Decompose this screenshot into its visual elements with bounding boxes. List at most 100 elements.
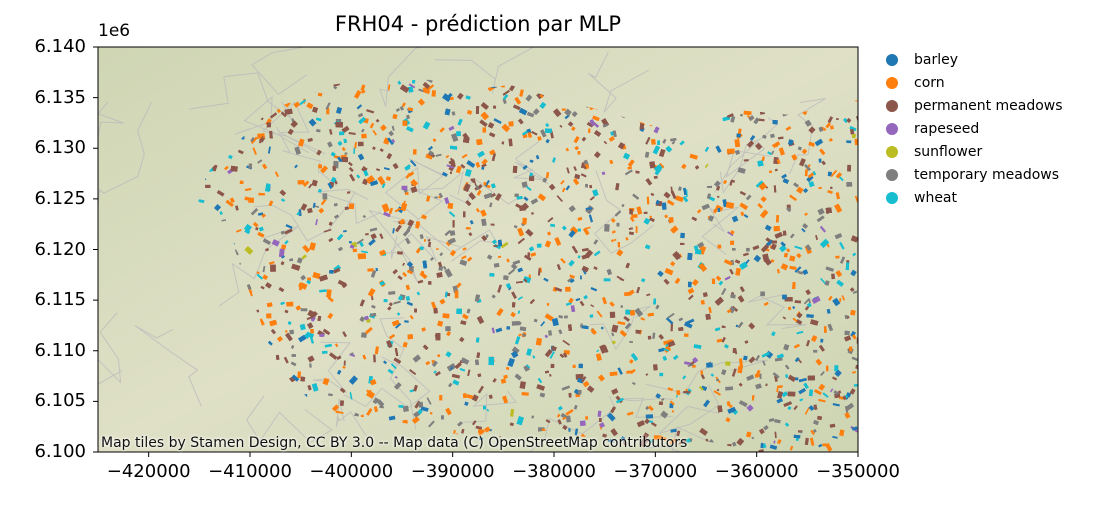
crop-parcel [391,125,395,131]
legend-item: corn [876,72,945,94]
crop-parcel [787,306,792,311]
crop-parcel [567,277,573,283]
crop-parcel [330,151,336,157]
crop-parcel [520,451,529,452]
legend-marker [886,169,898,181]
crop-parcel [489,202,493,208]
crop-parcel [397,251,403,255]
basemap-road [646,359,768,394]
crop-parcel [835,192,840,200]
crop-parcel [590,328,597,335]
crop-parcel [405,284,410,291]
crop-parcel [557,419,562,425]
crop-parcel [659,372,664,377]
crop-parcel [568,392,572,398]
crop-parcel [248,163,253,169]
crop-parcel [508,138,513,147]
crop-parcel [577,255,581,259]
crop-parcel [505,283,511,289]
crop-parcel [653,298,657,305]
crop-parcel [602,123,609,128]
crop-parcel [371,304,376,309]
crop-parcel [544,349,553,358]
crop-parcel [481,166,485,170]
crop-parcel [412,354,422,363]
crop-parcel [851,426,858,431]
crop-parcel [228,155,233,159]
crop-parcel [395,323,402,329]
crop-parcel [437,320,444,327]
crop-parcel [307,355,315,363]
crop-parcel [393,357,402,364]
crop-parcel [461,153,468,159]
y-tick-label: 6.110 [34,339,86,361]
crop-parcel [826,308,831,314]
y-ticks [93,46,98,453]
crop-parcel [284,309,289,314]
crop-parcel [450,171,452,174]
crop-parcel [642,432,649,440]
crop-parcel [600,326,604,330]
crop-parcel [544,334,549,339]
crop-parcel [514,96,522,105]
crop-parcel [849,125,857,132]
crop-parcel [379,405,384,409]
crop-parcel [644,151,650,158]
crop-parcel [635,226,638,233]
crop-parcel [592,189,599,197]
crop-parcel [396,312,401,316]
crop-parcel [444,291,448,298]
crop-parcel [353,147,356,154]
y-tick-label: 6.135 [34,86,86,108]
crop-parcel [256,273,263,280]
crop-parcel [645,406,650,411]
crop-parcel [445,351,452,358]
crop-parcel [851,133,856,139]
crop-parcel [554,237,562,246]
crop-parcel [308,118,317,127]
crop-parcel [440,415,444,420]
crop-parcel [573,405,578,410]
crop-parcel [739,190,747,196]
crop-parcel [349,203,354,209]
crop-parcel [781,173,788,179]
crop-parcel [812,170,817,176]
crop-parcel [665,145,673,153]
crop-parcel [829,423,836,428]
crop-parcel [550,223,556,228]
crop-parcel [759,373,762,379]
crop-parcel [496,308,504,317]
crop-parcel [431,301,437,311]
crop-parcel [335,121,343,128]
crop-parcel [429,411,433,415]
crop-parcel [836,279,844,287]
crop-parcel [316,129,321,133]
crop-parcel [746,404,754,412]
crop-parcel [318,188,322,193]
crop-parcel [258,226,264,232]
crop-parcel [556,264,561,271]
crop-parcel [793,182,799,188]
crop-parcel [650,421,657,427]
crop-parcel [687,252,693,261]
crop-parcel [413,411,420,418]
crop-parcel [578,363,583,369]
crop-parcel [724,275,731,281]
crop-parcel [794,300,801,304]
crop-parcel [670,323,673,332]
crop-parcel [682,375,687,380]
crop-parcel [373,406,379,413]
crop-parcel [318,207,325,214]
crop-parcel [763,424,769,431]
crop-parcel [317,315,322,322]
crop-parcel [398,218,406,225]
crop-parcel [311,383,319,392]
crop-parcel [675,195,684,202]
crop-parcel [479,119,488,128]
crop-parcel [297,180,305,185]
crop-parcel [582,380,590,388]
crop-parcel [526,111,535,118]
crop-parcel [363,170,369,177]
crop-parcel [399,106,405,111]
